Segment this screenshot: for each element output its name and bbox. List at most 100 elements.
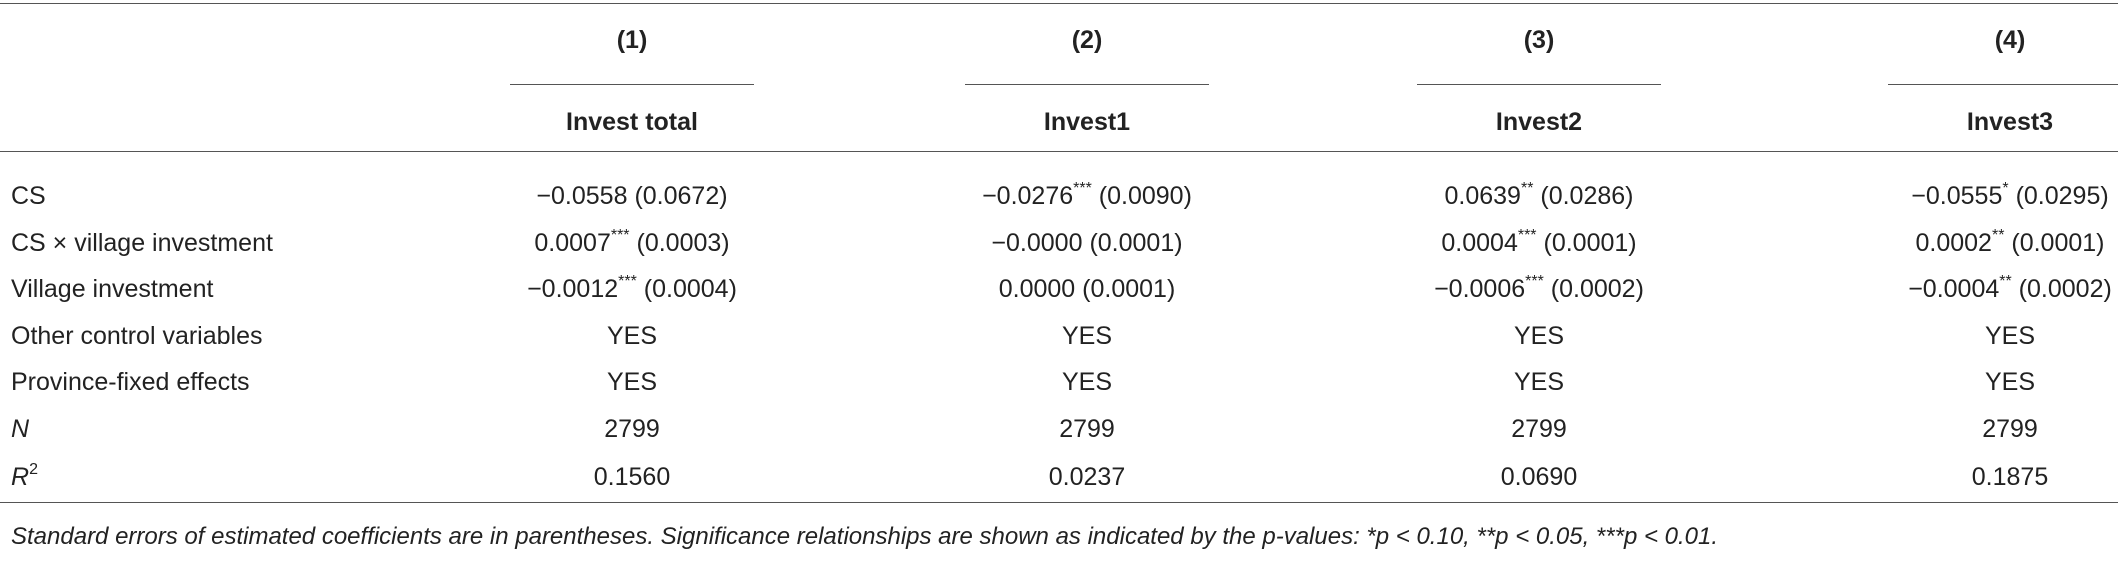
top-rule (0, 3, 2118, 4)
cell: −0.0012*** (0.0004) (527, 273, 737, 304)
coefficient: 0.1875 (1971, 463, 2049, 491)
coefficient: 2799 (1982, 415, 2038, 443)
footnote: Standard errors of estimated coefficient… (11, 523, 1719, 550)
coefficient: 0.0639 (1444, 182, 1521, 210)
coefficient: −0.0276 (982, 182, 1074, 210)
significance-stars: ** (1999, 272, 2012, 290)
standard-error: (0.0090) (1098, 182, 1192, 210)
standard-error: (0.0672) (634, 182, 728, 210)
cell: −0.0276*** (0.0090) (982, 179, 1192, 211)
coefficient: −0.0004 (1908, 275, 2000, 303)
cell: 0.1560 (594, 462, 670, 492)
bottom-rule (0, 502, 2118, 503)
cell: 2799 (1511, 414, 1567, 444)
coefficient: −0.0558 (536, 182, 628, 210)
coefficient: −0.0555 (1911, 182, 2003, 210)
row-label: CS (11, 181, 46, 211)
cell: YES (607, 367, 657, 397)
row-label: Village investment (11, 274, 213, 304)
row-label-text: CS (11, 182, 46, 210)
row-label: R2 (11, 460, 38, 492)
cell: 0.0000 (0.0001) (999, 274, 1176, 304)
standard-error: (0.0001) (1089, 229, 1183, 257)
cell: YES (1985, 367, 2035, 397)
standard-error: (0.0002) (2018, 275, 2112, 303)
cell: YES (1062, 367, 1112, 397)
coefficient: −0.0006 (1434, 275, 1526, 303)
significance-stars: ** (1520, 179, 1534, 197)
standard-error: (0.0001) (1082, 275, 1176, 303)
significance-stars: * (2002, 179, 2009, 197)
coefficient: YES (1984, 368, 2036, 396)
coefficient: YES (1513, 322, 1565, 350)
coefficient: 0.0237 (1048, 463, 1126, 491)
coefficient: YES (1061, 368, 1113, 396)
cell: 0.0002** (0.0001) (1915, 226, 2105, 258)
row-label-text: R (11, 463, 30, 491)
cell: YES (1985, 321, 2035, 351)
row-label: CS × village investment (11, 228, 273, 258)
row-label-text: Province-fixed effects (11, 368, 250, 396)
row-label-sup: 2 (29, 460, 38, 478)
standard-error: (0.0004) (643, 275, 737, 303)
cell: 0.0690 (1501, 462, 1577, 492)
coefficient: −0.0000 (991, 229, 1083, 257)
cell: 0.0237 (1049, 462, 1125, 492)
row-label-text: Village investment (11, 275, 214, 303)
row-label-text: N (11, 415, 30, 443)
cell: −0.0006*** (0.0002) (1434, 272, 1644, 304)
coefficient: YES (1984, 322, 2036, 350)
column-name: Invest3 (1966, 108, 2054, 136)
coefficient: 0.0690 (1500, 463, 1578, 491)
row-label-text: Other control variables (11, 322, 263, 350)
cell: YES (607, 321, 657, 351)
cell: 0.0639** (0.0286) (1444, 179, 1634, 211)
cell: YES (1514, 321, 1564, 351)
significance-stars: ** (1991, 226, 2005, 244)
coefficient: YES (606, 322, 658, 350)
cell: 0.0004*** (0.0001) (1441, 226, 1637, 258)
coefficient: −0.0012 (527, 275, 619, 303)
standard-error: (0.0286) (1540, 182, 1634, 210)
cell: 2799 (1982, 414, 2038, 444)
cell: 2799 (1059, 414, 1115, 444)
coefficient: 2799 (1511, 415, 1567, 443)
cell: −0.0004** (0.0002) (1908, 272, 2112, 304)
cell: −0.0000 (0.0001) (991, 228, 1182, 258)
coefficient: 0.0002 (1915, 229, 1992, 257)
row-label: Province-fixed effects (11, 367, 250, 397)
cell: 0.0007*** (0.0003) (534, 227, 730, 258)
column-name: Invest1 (1043, 108, 1131, 136)
header-rule (0, 151, 2118, 152)
standard-error: (0.0001) (1543, 229, 1637, 257)
coefficient: YES (1061, 322, 1113, 350)
column-rule (1417, 84, 1661, 85)
cell: 2799 (604, 414, 660, 444)
row-label: N (11, 414, 29, 444)
column-name: Invest2 (1495, 108, 1583, 136)
column-rule (510, 84, 754, 85)
significance-stars: *** (1517, 226, 1537, 244)
cell: −0.0558 (0.0672) (536, 181, 727, 211)
column-number: (2) (1071, 26, 1103, 54)
column-number: (1) (616, 26, 648, 54)
coefficient: 0.0007 (534, 229, 611, 257)
standard-error: (0.0295) (2015, 182, 2109, 210)
cell: YES (1062, 321, 1112, 351)
row-label: Other control variables (11, 321, 263, 351)
coefficient: 2799 (604, 415, 660, 443)
cell: 0.1875 (1972, 462, 2048, 492)
coefficient: 0.1560 (593, 463, 671, 491)
column-number: (3) (1523, 26, 1555, 54)
cell: YES (1514, 367, 1564, 397)
significance-stars: *** (1525, 272, 1544, 290)
column-rule (1888, 84, 2118, 85)
coefficient: YES (606, 368, 658, 396)
cell: −0.0555* (0.0295) (1911, 179, 2109, 211)
column-name: Invest total (566, 108, 698, 136)
significance-stars: *** (1073, 179, 1092, 197)
coefficient: 0.0004 (1441, 229, 1518, 257)
standard-error: (0.0002) (1550, 275, 1644, 303)
standard-error: (0.0003) (636, 229, 730, 257)
